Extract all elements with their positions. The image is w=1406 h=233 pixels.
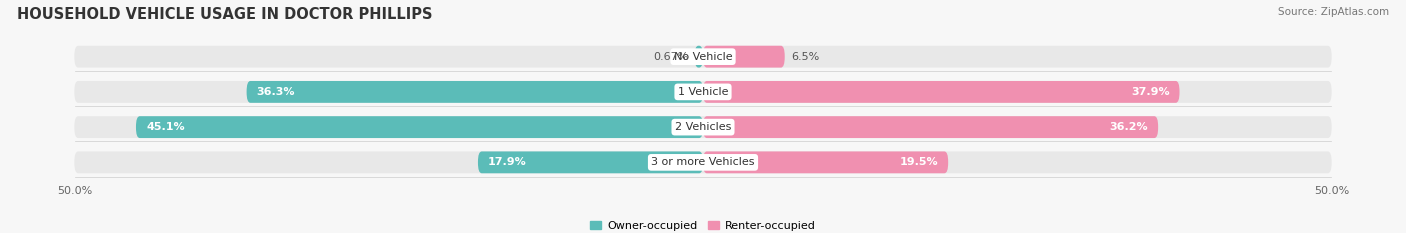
Text: 17.9%: 17.9% (488, 157, 527, 167)
Text: 3 or more Vehicles: 3 or more Vehicles (651, 157, 755, 167)
Legend: Owner-occupied, Renter-occupied: Owner-occupied, Renter-occupied (591, 221, 815, 231)
FancyBboxPatch shape (246, 81, 703, 103)
FancyBboxPatch shape (75, 116, 1331, 138)
Text: 37.9%: 37.9% (1130, 87, 1170, 97)
Text: 36.2%: 36.2% (1109, 122, 1149, 132)
Text: 36.3%: 36.3% (257, 87, 295, 97)
FancyBboxPatch shape (703, 116, 1159, 138)
Text: 6.5%: 6.5% (792, 52, 820, 62)
FancyBboxPatch shape (703, 46, 785, 68)
FancyBboxPatch shape (75, 46, 1331, 68)
Text: 19.5%: 19.5% (900, 157, 938, 167)
Text: Source: ZipAtlas.com: Source: ZipAtlas.com (1278, 7, 1389, 17)
Text: 2 Vehicles: 2 Vehicles (675, 122, 731, 132)
FancyBboxPatch shape (136, 116, 703, 138)
FancyBboxPatch shape (703, 81, 1180, 103)
FancyBboxPatch shape (75, 81, 1331, 103)
FancyBboxPatch shape (695, 46, 703, 68)
Text: 1 Vehicle: 1 Vehicle (678, 87, 728, 97)
Text: No Vehicle: No Vehicle (673, 52, 733, 62)
FancyBboxPatch shape (703, 151, 948, 173)
Text: 45.1%: 45.1% (146, 122, 184, 132)
FancyBboxPatch shape (75, 151, 1331, 173)
FancyBboxPatch shape (478, 151, 703, 173)
Text: 0.67%: 0.67% (652, 52, 689, 62)
Text: HOUSEHOLD VEHICLE USAGE IN DOCTOR PHILLIPS: HOUSEHOLD VEHICLE USAGE IN DOCTOR PHILLI… (17, 7, 433, 22)
